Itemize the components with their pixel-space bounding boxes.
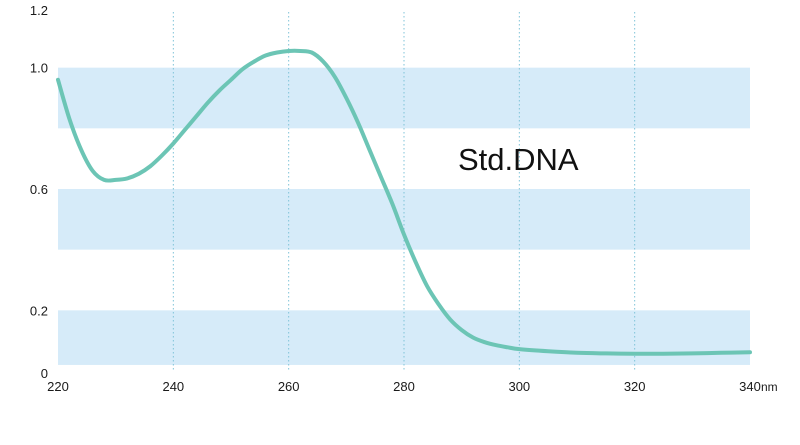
x-tick-label: 280 [393,379,415,394]
series-annotation: Std.DNA [458,142,579,177]
y-tick-label: 1.2 [30,3,48,18]
x-unit-label: nm [761,380,778,394]
series-line-std-dna [56,48,752,356]
background-band [58,310,750,365]
y-tick-label: 0 [41,366,48,381]
background-band [58,67,750,129]
x-tick-label: 260 [278,379,300,394]
x-tick-label: 340 [739,379,761,394]
x-tick-label: 320 [624,379,646,394]
x-tick-label: 240 [162,379,184,394]
y-tick-label: 1.0 [30,61,48,76]
y-tick-label: 0.2 [30,303,48,318]
x-tick-labels: 220 240 260 280 300 320 340 [47,379,761,394]
x-tick-label: 220 [47,379,69,394]
x-tick-label: 300 [508,379,530,394]
background-bands [58,67,750,365]
y-tick-labels: 0 0.2 0.6 1.0 1.2 [30,3,48,381]
y-tick-label: 0.6 [30,182,48,197]
